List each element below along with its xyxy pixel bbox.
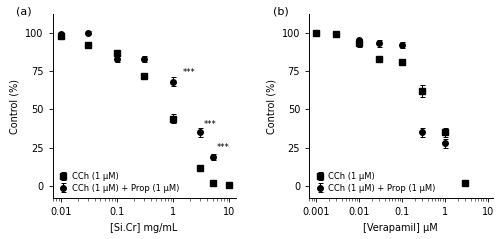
Text: ***: *** xyxy=(183,68,196,77)
Text: ***: *** xyxy=(217,143,230,152)
X-axis label: [Verapamil] μM: [Verapamil] μM xyxy=(364,223,438,233)
Text: (b): (b) xyxy=(272,7,288,17)
Legend: CCh (1 μM), CCh (1 μM) + Prop (1 μM): CCh (1 μM), CCh (1 μM) + Prop (1 μM) xyxy=(314,170,438,194)
Y-axis label: Control (%): Control (%) xyxy=(266,79,276,134)
Text: ***: *** xyxy=(204,120,216,129)
Text: (a): (a) xyxy=(16,7,32,17)
Y-axis label: Control (%): Control (%) xyxy=(10,79,20,134)
X-axis label: [Si.Cr] mg/mL: [Si.Cr] mg/mL xyxy=(110,223,178,233)
Legend: CCh (1 μM), CCh (1 μM) + Prop (1 μM): CCh (1 μM), CCh (1 μM) + Prop (1 μM) xyxy=(56,170,180,194)
